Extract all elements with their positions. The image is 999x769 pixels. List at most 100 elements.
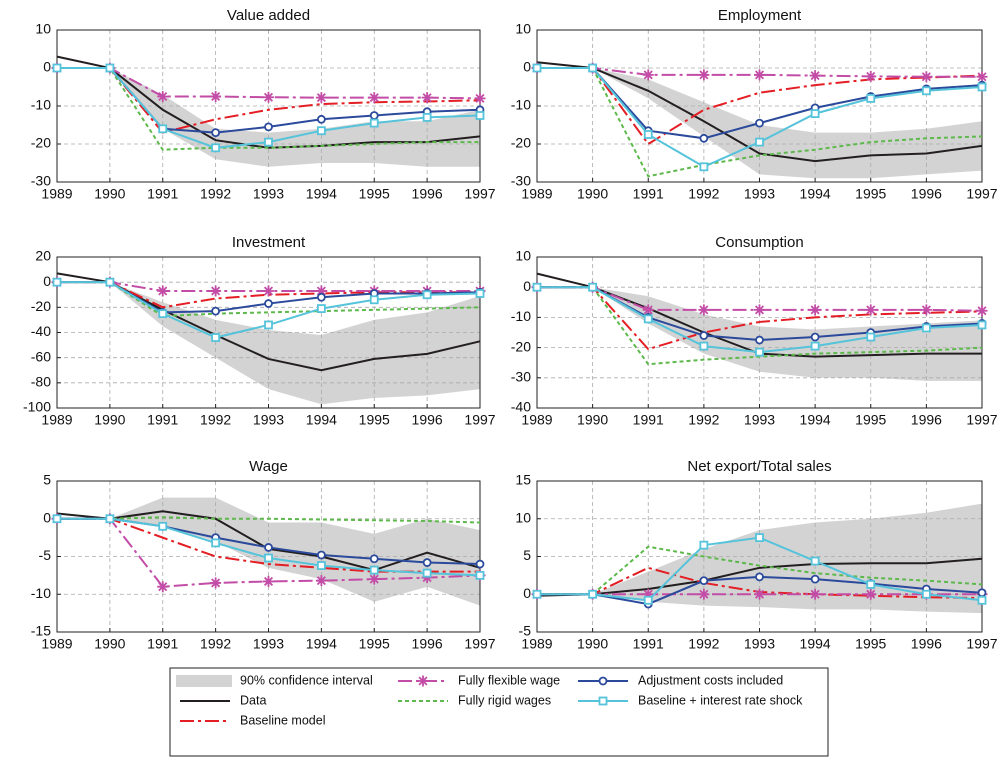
x-tick-label: 1995 — [855, 636, 886, 652]
marker — [921, 86, 931, 96]
marker — [698, 304, 710, 316]
y-tick-label: 0 — [43, 273, 51, 289]
marker — [920, 304, 932, 316]
marker — [865, 588, 877, 600]
y-tick-label: -80 — [31, 374, 51, 390]
x-tick-label: 1997 — [464, 412, 495, 428]
marker — [52, 277, 62, 287]
x-tick-label: 1996 — [412, 412, 443, 428]
x-tick-label: 1991 — [147, 412, 178, 428]
legend-label: Baseline model — [240, 713, 325, 727]
y-tick-label: -100 — [23, 399, 51, 415]
marker — [263, 285, 274, 297]
y-tick-label: -20 — [511, 338, 531, 354]
marker — [921, 589, 931, 599]
y-tick-label: -15 — [31, 623, 51, 639]
x-tick-label: 1995 — [359, 186, 390, 202]
marker — [105, 514, 115, 524]
series-line — [536, 61, 983, 163]
x-tick-label: 1993 — [253, 186, 284, 202]
x-tick-label: 1992 — [200, 186, 231, 202]
marker — [475, 111, 485, 120]
legend-box — [169, 667, 829, 757]
plot-frame — [56, 256, 481, 409]
marker — [699, 341, 709, 351]
y-tick-label: -40 — [511, 399, 531, 415]
x-tick-label: 1994 — [306, 186, 337, 202]
marker — [698, 588, 710, 600]
marker — [158, 124, 168, 134]
marker — [699, 133, 709, 143]
marker — [643, 314, 653, 324]
marker — [699, 331, 709, 340]
marker — [699, 576, 709, 586]
marker — [598, 696, 608, 706]
x-tick-label: 1989 — [41, 636, 72, 652]
marker — [421, 572, 433, 584]
marker — [755, 335, 764, 345]
y-tick-label: -5 — [39, 547, 52, 563]
marker — [211, 306, 221, 316]
x-tick-label: 1994 — [800, 636, 831, 652]
marker — [809, 70, 821, 82]
marker — [368, 92, 380, 104]
marker — [475, 559, 485, 569]
marker — [210, 91, 222, 102]
y-tick-label: -10 — [511, 308, 531, 324]
marker — [157, 285, 169, 297]
x-tick-label: 1994 — [800, 186, 831, 202]
marker — [810, 574, 820, 584]
legend-label: Data — [240, 693, 266, 707]
x-tick-label: 1997 — [966, 412, 997, 428]
plot-frame — [536, 480, 983, 633]
marker — [866, 332, 876, 342]
y-tick-label: -60 — [31, 348, 51, 364]
marker — [211, 128, 221, 138]
marker — [316, 292, 326, 302]
y-tick-label: -40 — [31, 323, 51, 339]
marker — [474, 92, 486, 104]
marker — [475, 570, 485, 580]
marker — [211, 333, 221, 342]
marker — [755, 347, 764, 357]
y-tick-label: -10 — [511, 97, 531, 113]
marker — [421, 92, 433, 104]
chart-title: Net export/Total sales — [687, 458, 831, 475]
y-tick-label: 5 — [523, 547, 531, 563]
y-tick-label: -20 — [31, 135, 51, 151]
x-tick-label: 1990 — [94, 636, 125, 652]
marker — [920, 71, 932, 83]
x-tick-label: 1994 — [800, 412, 831, 428]
y-tick-label: -5 — [519, 623, 532, 639]
marker — [211, 143, 221, 153]
y-tick-label: -30 — [511, 369, 531, 385]
marker — [642, 69, 654, 81]
legend-label: 90% confidence interval — [240, 673, 373, 687]
marker — [315, 92, 327, 104]
x-tick-label: 1989 — [41, 412, 72, 428]
legend-label: Baseline + interest rate shock — [638, 693, 803, 707]
x-tick-label: 1991 — [147, 636, 178, 652]
x-tick-label: 1990 — [94, 186, 125, 202]
x-tick-label: 1989 — [521, 636, 552, 652]
series-line — [536, 557, 983, 597]
x-tick-label: 1996 — [412, 636, 443, 652]
x-tick-label: 1991 — [633, 186, 664, 202]
x-tick-label: 1997 — [464, 636, 495, 652]
x-tick-label: 1992 — [200, 412, 231, 428]
confidence-band — [592, 68, 982, 179]
plot-frame — [536, 29, 983, 183]
marker — [105, 63, 115, 73]
marker — [921, 323, 931, 333]
marker — [643, 130, 653, 139]
chart-title: Wage — [249, 458, 288, 475]
marker — [264, 543, 273, 552]
marker — [755, 533, 764, 543]
marker — [422, 290, 432, 300]
chart-title: Value added — [227, 7, 310, 24]
x-tick-label: 1996 — [911, 412, 942, 428]
x-tick-label: 1992 — [688, 412, 719, 428]
x-tick-label: 1995 — [359, 412, 390, 428]
marker — [810, 109, 820, 118]
x-tick-label: 1992 — [688, 186, 719, 202]
